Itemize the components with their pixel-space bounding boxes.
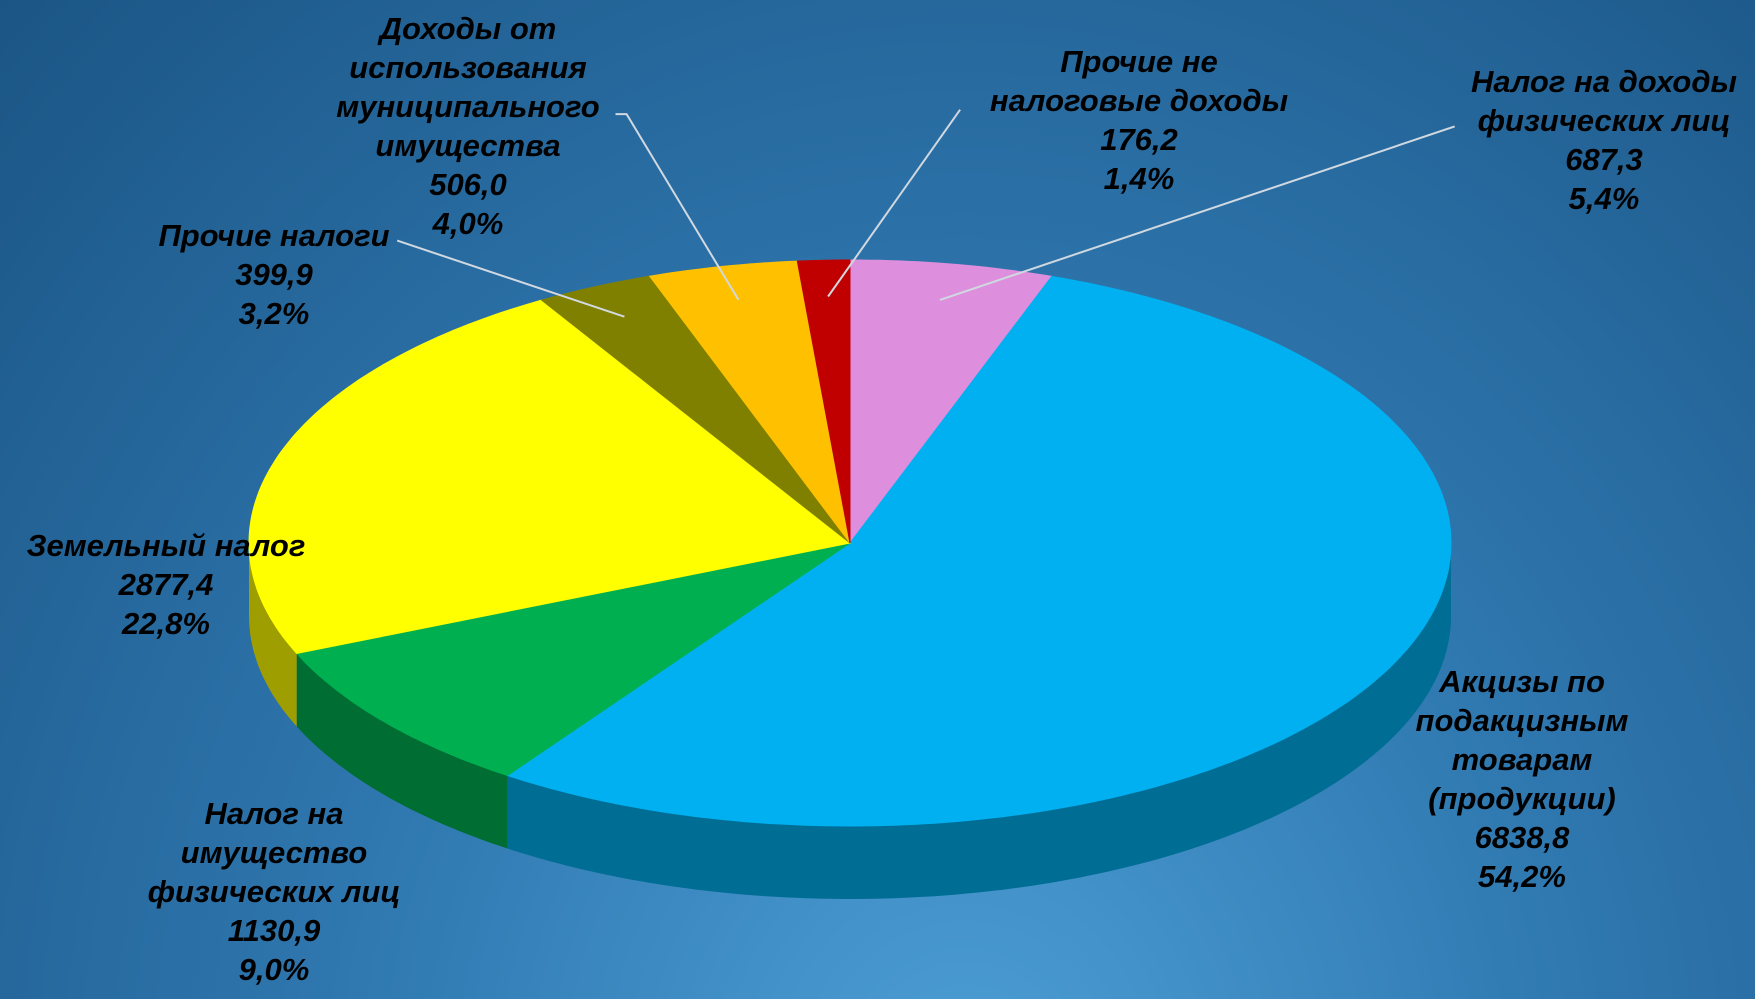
percent-label: 54,2%	[1478, 859, 1566, 894]
slice	[849, 259, 1053, 545]
slice	[248, 299, 852, 655]
slice-label: Налог на имущество физических лиц 1130,9 9…	[129, 794, 419, 989]
category: Налог на имущество физических лиц	[147, 796, 401, 909]
value-label: 2877,4	[118, 567, 214, 602]
slice	[648, 260, 851, 544]
category: Доходы от использования муниципального и…	[336, 11, 600, 163]
slice-side	[296, 653, 508, 849]
value-label: 399,9	[235, 257, 313, 292]
slice-side	[249, 543, 297, 727]
slice-label: Налог на доходы физических лиц 687,3 5,4%	[1454, 62, 1754, 218]
value-label: 1130,9	[227, 913, 321, 948]
slice-side	[507, 543, 1451, 899]
slice-label: Прочие налоги 399,9 3,2%	[129, 216, 419, 333]
percent-label: 22,8%	[122, 606, 210, 641]
leader-line	[827, 109, 961, 298]
percent-label: 9,0%	[238, 952, 310, 987]
category: Налог на доходы физических лиц	[1471, 64, 1737, 138]
slice-label: Земельный налог 2877,4 22,8%	[1, 526, 331, 643]
category: Прочие налоги	[158, 218, 390, 253]
percent-label: 1,4%	[1103, 161, 1175, 196]
percent-label: 4,0%	[432, 206, 504, 241]
percent-label: 5,4%	[1568, 181, 1640, 216]
value-label: 506,0	[429, 167, 507, 202]
value-label: 687,3	[1565, 142, 1643, 177]
category: Прочие не налоговые доходы	[989, 44, 1289, 118]
slice	[796, 259, 851, 544]
slice	[540, 275, 851, 544]
slice-label: Доходы от использования муниципального и…	[318, 9, 618, 243]
category: Акцизы по подакцизным товарам (продукции…	[1415, 664, 1629, 816]
category: Земельный налог	[26, 528, 306, 563]
leader-line	[615, 113, 740, 301]
percent-label: 3,2%	[238, 296, 310, 331]
value-label: 6838,8	[1474, 820, 1570, 855]
leader-line	[396, 239, 625, 318]
value-label: 176,2	[1100, 122, 1178, 157]
slice	[295, 542, 851, 777]
slice-label: Прочие не налоговые доходы 176,2 1,4%	[974, 42, 1304, 198]
slice	[506, 275, 1452, 827]
slice-label: Акцизы по подакцизным товарам (продукции…	[1397, 662, 1647, 896]
leader-line	[939, 125, 1456, 301]
